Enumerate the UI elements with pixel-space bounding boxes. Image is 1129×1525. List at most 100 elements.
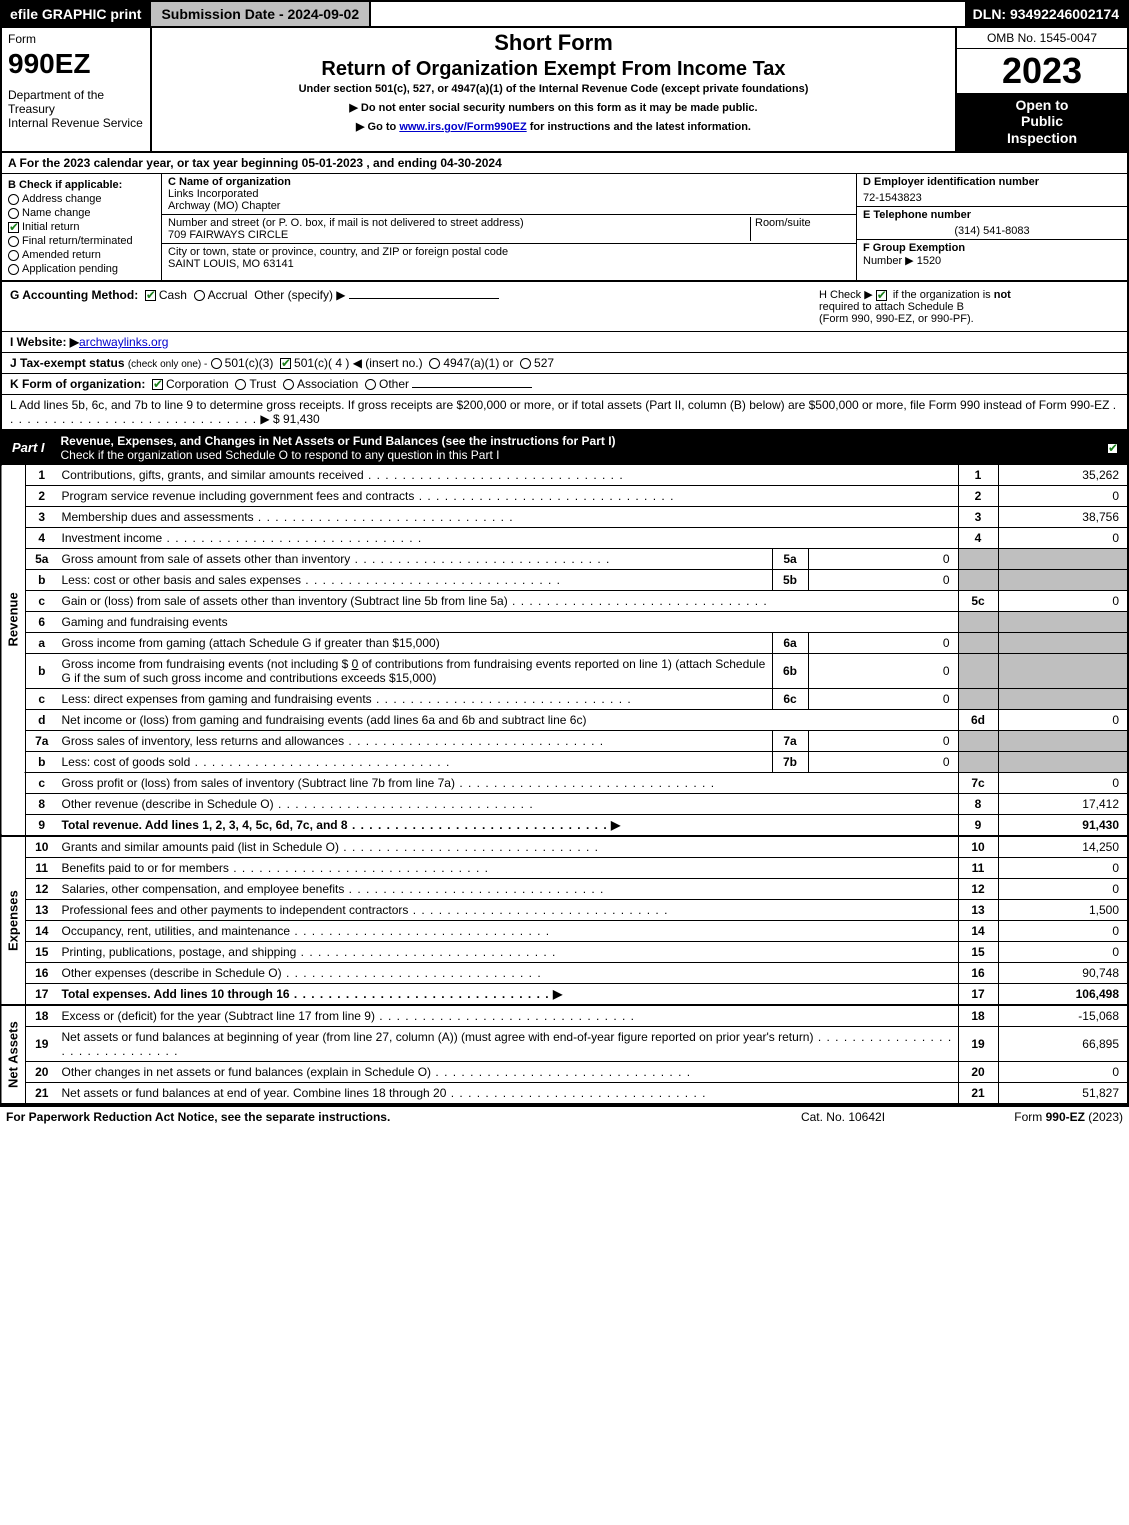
irs-link[interactable]: www.irs.gov/Form990EZ	[399, 121, 526, 133]
g-row: G Accounting Method: Cash Accrual Other …	[10, 288, 819, 325]
dept-treasury: Department of the Treasury	[8, 88, 144, 116]
page-footer: For Paperwork Reduction Act Notice, see …	[0, 1105, 1129, 1127]
f-label2: Number ▶	[863, 255, 914, 267]
l13-rn: 13	[958, 899, 998, 920]
col-b: B Check if applicable: Address change Na…	[2, 174, 162, 280]
k-trust-cb[interactable]	[235, 379, 246, 390]
j-cb4[interactable]	[520, 358, 531, 369]
l5a-rv-shade	[998, 548, 1128, 569]
j-o4: 527	[534, 356, 554, 370]
h-text2: if the organization is	[893, 289, 994, 301]
b-addr-change[interactable]: Address change	[8, 193, 155, 205]
l19-desc: Net assets or fund balances at beginning…	[62, 1030, 814, 1044]
l20-rv: 0	[998, 1061, 1128, 1082]
l-arrow: ▶ $	[260, 412, 279, 426]
l6c-rn-shade	[958, 688, 998, 709]
l6d-rv: 0	[998, 709, 1128, 730]
b-amended[interactable]: Amended return	[8, 249, 155, 261]
l18-desc: Excess or (deficit) for the year (Subtra…	[62, 1009, 375, 1023]
l6a-sv: 0	[808, 632, 958, 653]
form-number: 990EZ	[8, 48, 144, 80]
g-cash-cb[interactable]	[145, 290, 156, 301]
h-text1: H Check ▶	[819, 289, 873, 301]
section-b-to-f: B Check if applicable: Address change Na…	[0, 174, 1129, 282]
l5b-num: b	[26, 569, 58, 590]
k-assoc-cb[interactable]	[283, 379, 294, 390]
l1-rn: 1	[958, 465, 998, 486]
l10-num: 10	[26, 836, 58, 858]
k-corp-cb[interactable]	[152, 379, 163, 390]
part1-check[interactable]	[1107, 441, 1127, 455]
l8-desc: Other revenue (describe in Schedule O)	[62, 797, 274, 811]
part1-label: Part I	[2, 437, 55, 458]
h-cb[interactable]	[876, 290, 887, 301]
l6d-rn: 6d	[958, 709, 998, 730]
l8-num: 8	[26, 793, 58, 814]
revenue-side: Revenue	[1, 465, 26, 773]
g-other: Other (specify) ▶	[254, 288, 345, 302]
l3-rv: 38,756	[998, 506, 1128, 527]
l7a-rv-shade	[998, 730, 1128, 751]
efile-label[interactable]: efile GRAPHIC print	[2, 2, 149, 26]
l6a-rv-shade	[998, 632, 1128, 653]
l13-num: 13	[26, 899, 58, 920]
l2-desc: Program service revenue including govern…	[62, 489, 415, 503]
l6-rv-shade	[998, 611, 1128, 632]
org-name-1: Links Incorporated	[168, 188, 259, 200]
l7b-rn-shade	[958, 751, 998, 772]
l6d-num: d	[26, 709, 58, 730]
l6b-rv-shade	[998, 653, 1128, 688]
l3-desc: Membership dues and assessments	[62, 510, 254, 524]
line-a-text: A For the 2023 calendar year, or tax yea…	[8, 156, 502, 170]
h-text4: (Form 990, 990-EZ, or 990-PF).	[819, 313, 974, 325]
line-9: 9 Total revenue. Add lines 1, 2, 3, 4, 5…	[1, 814, 1128, 836]
line-13: 13 Professional fees and other payments …	[1, 899, 1128, 920]
part1-header: Part I Revenue, Expenses, and Changes in…	[0, 431, 1129, 465]
j-cb1[interactable]	[211, 358, 222, 369]
h-not: not	[994, 289, 1011, 301]
l6c-rv-shade	[998, 688, 1128, 709]
f-label: F Group Exemption	[863, 242, 965, 254]
k-corp: Corporation	[166, 377, 229, 391]
l7b-sv: 0	[808, 751, 958, 772]
k-other-cb[interactable]	[365, 379, 376, 390]
l6d-desc: Net income or (loss) from gaming and fun…	[62, 713, 587, 727]
line-6b: b Gross income from fundraising events (…	[1, 653, 1128, 688]
room-suite: Room/suite	[750, 217, 850, 241]
part1-title: Revenue, Expenses, and Changes in Net As…	[55, 431, 622, 465]
c-name-row: C Name of organization Links Incorporate…	[162, 174, 856, 215]
b-initial-return[interactable]: Initial return	[8, 221, 155, 233]
l18-rn: 18	[958, 1005, 998, 1027]
l21-rv: 51,827	[998, 1082, 1128, 1104]
website-link[interactable]: archwaylinks.org	[79, 335, 168, 349]
city-label: City or town, state or province, country…	[168, 246, 508, 258]
line-16: 16 Other expenses (describe in Schedule …	[1, 962, 1128, 983]
line-7c: c Gross profit or (loss) from sales of i…	[1, 772, 1128, 793]
b-name-change[interactable]: Name change	[8, 207, 155, 219]
l7b-num: b	[26, 751, 58, 772]
line-j: J Tax-exempt status (check only one) - 5…	[0, 353, 1129, 374]
j-cb3[interactable]	[429, 358, 440, 369]
l18-rv: -15,068	[998, 1005, 1128, 1027]
l5a-rn-shade	[958, 548, 998, 569]
line-7a: 7a Gross sales of inventory, less return…	[1, 730, 1128, 751]
j-cb2[interactable]	[280, 358, 291, 369]
g-other-input[interactable]	[349, 298, 499, 299]
k-other-input[interactable]	[412, 387, 532, 388]
l6c-sv: 0	[808, 688, 958, 709]
b-final-return[interactable]: Final return/terminated	[8, 235, 155, 247]
col-def: D Employer identification number 72-1543…	[857, 174, 1127, 280]
under-section-text: Under section 501(c), 527, or 4947(a)(1)…	[158, 83, 949, 95]
g-accrual-cb[interactable]	[194, 290, 205, 301]
group-exemption-num: 1520	[917, 255, 941, 267]
l15-desc: Printing, publications, postage, and shi…	[62, 945, 297, 959]
goto-line: ▶ Go to www.irs.gov/Form990EZ for instru…	[158, 120, 949, 133]
irs-label: Internal Revenue Service	[8, 116, 144, 130]
i-label: I Website: ▶	[10, 335, 79, 349]
l4-num: 4	[26, 527, 58, 548]
b-app-pending[interactable]: Application pending	[8, 263, 155, 275]
l8-rn: 8	[958, 793, 998, 814]
l-text: L Add lines 5b, 6c, and 7b to line 9 to …	[10, 398, 1109, 412]
org-name-2: Archway (MO) Chapter	[168, 200, 280, 212]
line-10: Expenses 10 Grants and similar amounts p…	[1, 836, 1128, 858]
